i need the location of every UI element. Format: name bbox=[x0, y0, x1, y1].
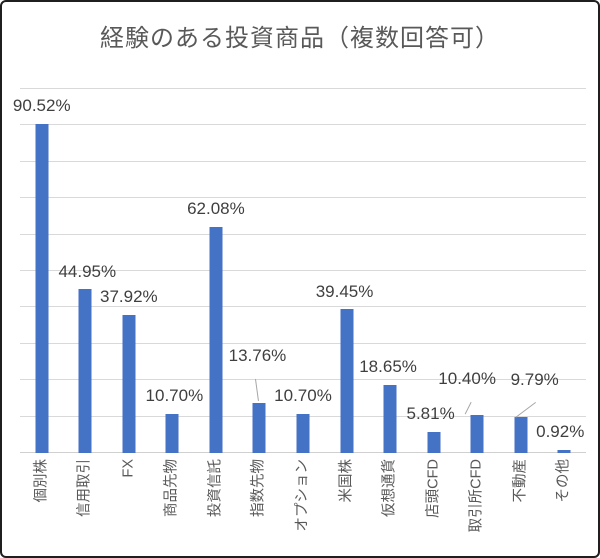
x-axis-label: 信用取引 bbox=[76, 459, 93, 517]
x-axis-label: 店頭CFD bbox=[425, 459, 442, 518]
chart-title: 経験のある投資商品（複数回答可） bbox=[100, 25, 500, 52]
chart-bar bbox=[252, 402, 266, 453]
data-label: 10.70% bbox=[145, 386, 204, 406]
x-axis-label: 個別株 bbox=[33, 459, 50, 503]
chart-bar bbox=[427, 431, 441, 453]
x-axis-label: その他 bbox=[555, 459, 572, 503]
x-axis-label: 仮想通貨 bbox=[381, 459, 398, 517]
data-labels-layer: 90.52% 44.95% 37.92% 10.70% 62.08% 13.76% 10.7… bbox=[13, 89, 586, 453]
chart-bar bbox=[296, 414, 310, 453]
data-label: 13.76% bbox=[228, 346, 287, 366]
x-axis-label: 不動産 bbox=[512, 459, 529, 503]
x-axis-label: 投資信託 bbox=[207, 459, 224, 517]
gridline bbox=[20, 306, 586, 308]
x-axis-label: 指数先物 bbox=[250, 459, 267, 517]
gridline bbox=[20, 379, 586, 381]
gridline bbox=[20, 160, 586, 162]
x-axis-label: 米国株 bbox=[338, 459, 355, 503]
data-label: 10.40% bbox=[438, 369, 496, 389]
chart-bar bbox=[165, 414, 179, 453]
leader-line bbox=[254, 378, 259, 401]
chart-bar bbox=[209, 227, 223, 453]
x-axis-label: 取引所CFD bbox=[468, 459, 485, 533]
data-label: 44.95% bbox=[58, 261, 117, 281]
data-label: 5.81% bbox=[406, 404, 455, 424]
data-label: 62.08% bbox=[187, 199, 245, 219]
chart-bar bbox=[514, 417, 528, 453]
chart-bar bbox=[557, 449, 571, 453]
leader-lines bbox=[254, 378, 536, 418]
chart-bar bbox=[78, 289, 92, 453]
data-label: 0.92% bbox=[536, 421, 585, 441]
chart-bar bbox=[470, 415, 484, 453]
bars-layer bbox=[20, 89, 586, 453]
x-axis-label: FX bbox=[120, 459, 137, 478]
gridline bbox=[20, 88, 586, 89]
data-label: 90.52% bbox=[12, 95, 71, 115]
gridline bbox=[20, 233, 586, 235]
gridline bbox=[20, 270, 586, 271]
gridline bbox=[20, 197, 586, 199]
chart-bar bbox=[35, 123, 49, 453]
x-axis-label: オプション bbox=[294, 459, 311, 532]
leader-line bbox=[515, 401, 536, 418]
data-label: 10.70% bbox=[274, 386, 332, 406]
chart-bar bbox=[122, 314, 136, 453]
x-axis-label: 商品先物 bbox=[163, 459, 180, 517]
data-label: 9.79% bbox=[510, 369, 559, 389]
x-axis-labels: 個別株 信用取引 FX 商品先物 投資信託 指数先物 オプション 米国株 仮想通貨 店頭CFD 取引… bbox=[20, 453, 586, 555]
chart-bar bbox=[383, 385, 397, 453]
data-label: 18.65% bbox=[359, 357, 417, 377]
gridline bbox=[20, 342, 586, 344]
data-label: 37.92% bbox=[100, 287, 158, 307]
data-label: 39.45% bbox=[315, 281, 374, 301]
leader-line bbox=[464, 401, 472, 415]
chart-bar bbox=[340, 309, 354, 453]
plot-area: 90.52% 44.95% 37.92% 10.70% 62.08% 13.76% 10.7… bbox=[13, 88, 586, 453]
gridline bbox=[20, 124, 586, 126]
